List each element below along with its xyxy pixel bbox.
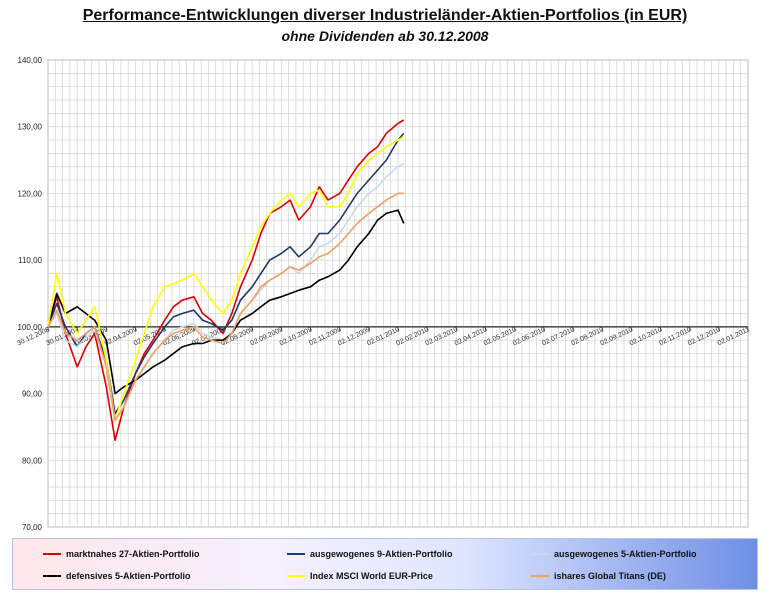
legend-item: Index MSCI World EUR-Price xyxy=(287,567,433,585)
legend-swatch xyxy=(43,575,61,577)
legend-item: defensives 5-Aktien-Portfolio xyxy=(43,567,191,585)
chart-subtitle: ohne Dividenden ab 30.12.2008 xyxy=(281,28,489,44)
y-tick-label: 90,00 xyxy=(22,390,43,399)
legend-label: defensives 5-Aktien-Portfolio xyxy=(66,571,191,581)
legend-item: ausgewogenes 5-Aktien-Portfolio xyxy=(531,545,697,563)
legend-swatch xyxy=(287,575,305,577)
chart-area: 70,00 80,00 90,00 100,00 110,00 120,00 130,00 1… xyxy=(16,56,751,532)
legend-item: ishares Global Titans (DE) xyxy=(531,567,666,585)
legend-label: marktnahes 27-Aktien-Portfolio xyxy=(66,549,200,559)
legend-swatch xyxy=(531,575,549,577)
legend-label: ausgewogenes 5-Aktien-Portfolio xyxy=(554,549,697,559)
legend-item: marktnahes 27-Aktien-Portfolio xyxy=(43,545,200,563)
legend-swatch xyxy=(43,553,61,555)
legend-label: ausgewogenes 9-Aktien-Portfolio xyxy=(310,549,453,559)
chart-legend: marktnahes 27-Aktien-Portfolio ausgewogen… xyxy=(12,538,758,590)
y-tick-label: 120,00 xyxy=(18,189,43,198)
series-line-1 xyxy=(47,119,405,442)
legend-label: Index MSCI World EUR-Price xyxy=(310,571,433,581)
legend-swatch xyxy=(531,553,549,555)
legend-item: ausgewogenes 9-Aktien-Portfolio xyxy=(287,545,453,563)
legend-swatch xyxy=(287,553,305,555)
series-line-5 xyxy=(47,136,405,422)
series-line-4 xyxy=(47,209,405,395)
y-tick-label: 140,00 xyxy=(18,56,43,65)
series-line-6 xyxy=(47,192,404,422)
y-tick-label: 130,00 xyxy=(18,123,43,132)
y-tick-label: 110,00 xyxy=(18,256,42,265)
y-tick-label: 70,00 xyxy=(22,523,43,532)
legend-label: ishares Global Titans (DE) xyxy=(554,571,666,581)
y-tick-label: 80,00 xyxy=(22,456,43,465)
chart-title: Performance-Entwicklungen diverser Indus… xyxy=(82,7,688,24)
y-tick-label: 100,00 xyxy=(18,323,43,332)
